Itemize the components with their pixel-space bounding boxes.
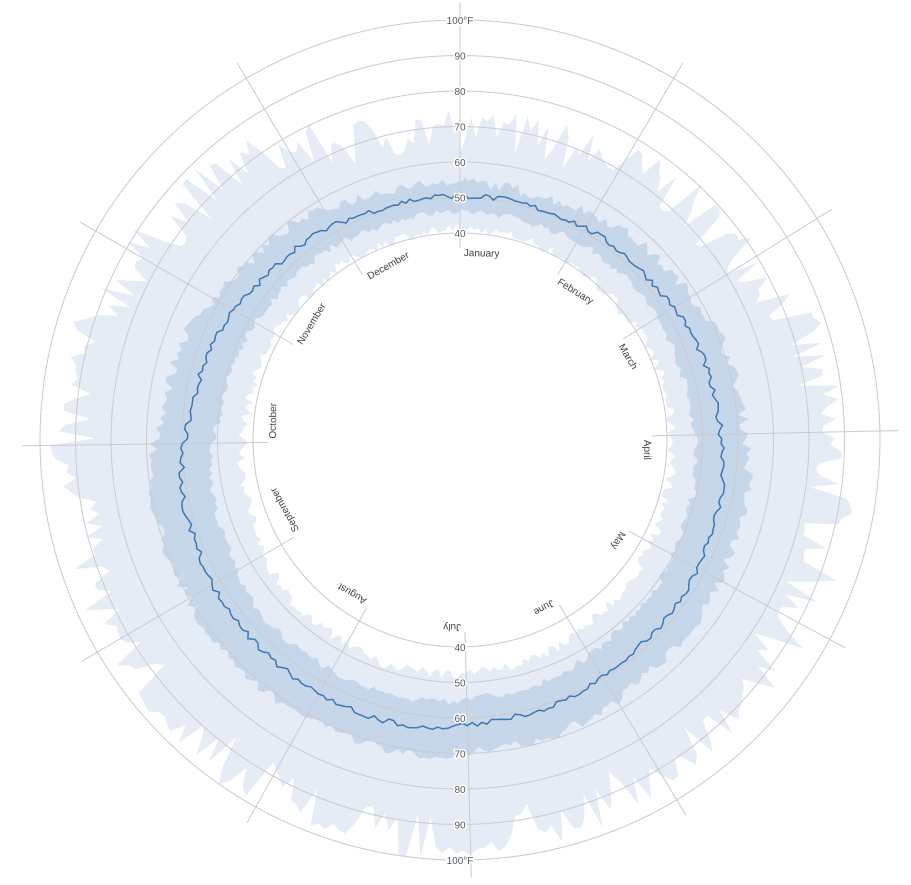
ring-tick-label-top-90: 90: [454, 52, 466, 63]
month-spoke-may: [628, 530, 846, 649]
month-spoke-october: [21, 442, 269, 447]
ring-tick-label-top-40: 40: [454, 229, 466, 240]
month-spoke-november: [79, 221, 294, 345]
ring-tick-label-top-80: 80: [454, 87, 466, 98]
month-label-march: March: [616, 342, 640, 372]
month-spoke-february: [557, 62, 684, 275]
ring-tick-label-bottom-60: 60: [454, 714, 466, 725]
ring-tick-label-top-70: 70: [454, 123, 466, 134]
month-label-april: April: [641, 440, 652, 460]
month-label-august: August: [336, 580, 369, 605]
month-spoke-march: [622, 208, 833, 340]
ring-tick-label-bottom-50: 50: [454, 679, 466, 690]
month-spoke-july: [464, 631, 472, 878]
ring-tick-label-bottom-100: 100°F: [447, 856, 474, 867]
month-label-february: February: [555, 277, 595, 307]
month-spoke-december: [236, 62, 363, 275]
month-spoke-april: [651, 430, 898, 437]
average-line-layer: [178, 193, 726, 731]
month-spokes: [21, 2, 898, 878]
month-label-july: July: [443, 621, 461, 632]
month-spoke-june: [558, 604, 687, 816]
month-label-october: October: [268, 402, 279, 438]
ring-tick-label-bottom-40: 40: [454, 643, 466, 654]
ring-tick-label-top-100: 100°F: [447, 16, 474, 27]
month-spoke-september: [81, 536, 295, 662]
month-label-may: May: [608, 529, 627, 551]
ring-tick-label-bottom-90: 90: [454, 821, 466, 832]
ring-tick-label-bottom-70: 70: [454, 750, 466, 761]
ring-tick-label-top-50: 50: [454, 194, 466, 205]
ring-40: [252, 232, 668, 648]
month-spoke-august: [246, 607, 368, 823]
month-label-september: September: [268, 485, 302, 534]
month-label-december: December: [366, 250, 412, 283]
month-label-june: June: [531, 597, 556, 618]
ring-tick-label-top-60: 60: [454, 158, 466, 169]
month-label-january: January: [464, 248, 500, 260]
average-temperature-line: [178, 193, 726, 731]
ring-tick-label-bottom-80: 80: [454, 785, 466, 796]
